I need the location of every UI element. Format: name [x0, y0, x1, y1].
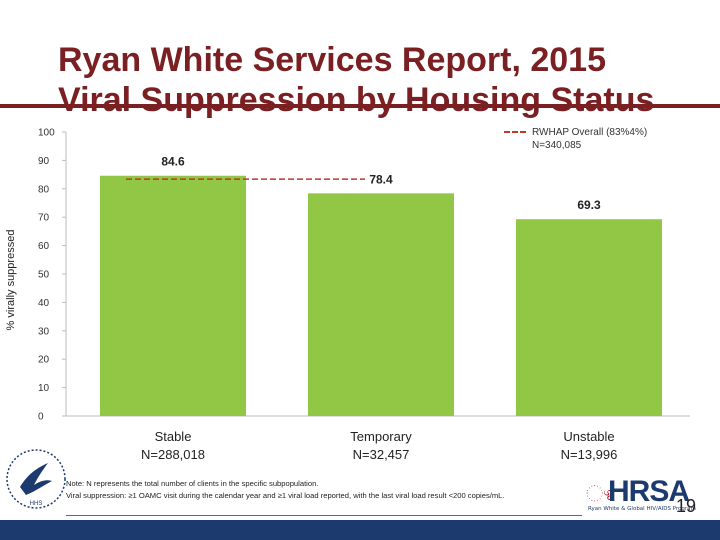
y-tick-label: 10 [38, 383, 50, 394]
hrsa-logo-subtitle: Ryan White & Global HIV/AIDS Program [588, 506, 696, 512]
title-line-2: Viral Suppression by Housing Status [58, 81, 655, 119]
legend-n: N=340,085 [532, 140, 582, 151]
y-tick-label: 40 [38, 298, 50, 309]
bar [100, 175, 246, 416]
x-tick-n-label: N=32,457 [353, 447, 410, 462]
y-tick-label: 90 [38, 156, 50, 167]
footer-band [0, 520, 720, 540]
red-ribbon-icon: ෳ [586, 482, 614, 507]
y-tick-label: 100 [38, 128, 55, 139]
hrsa-logo-text: HRSA [608, 475, 690, 508]
y-tick-label: 50 [38, 270, 50, 281]
x-tick-n-label: N=288,018 [141, 447, 205, 462]
x-tick-label: Unstable [563, 429, 614, 444]
legend-dashed-swatch [504, 131, 526, 134]
footnote: Note: N represents the total number of c… [66, 478, 586, 502]
bar-value-label: 78.4 [369, 172, 393, 186]
x-tick-label: Stable [155, 429, 192, 444]
bar [516, 219, 662, 416]
x-tick-label: Temporary [350, 429, 412, 444]
page-number: 19 [676, 496, 697, 516]
hhs-eagle-logo: HHS [6, 449, 66, 509]
footnote-line-2: Viral suppression: ≥1 OAMC visit during … [66, 491, 505, 500]
bar-value-label: 69.3 [577, 198, 601, 212]
y-tick-label: 80 [38, 184, 50, 195]
page-title: Ryan White Services Report, 2015 Viral S… [58, 40, 678, 120]
x-tick-n-label: N=13,996 [561, 447, 618, 462]
chart-legend: RWHAP Overall (83%4%) N=340,085 [504, 126, 704, 152]
title-line-1: Ryan White Services Report, 2015 [58, 41, 607, 79]
y-tick-label: 70 [38, 213, 50, 224]
y-tick-label: 60 [38, 241, 50, 252]
y-tick-label: 0 [38, 412, 44, 423]
hhs-logo-text: HHS [30, 501, 43, 507]
hrsa-logo: ෳ HRSA Ryan White & Global HIV/AIDS Prog… [584, 476, 716, 514]
title-divider [0, 104, 720, 108]
y-axis-label: % virally suppressed [5, 230, 17, 331]
y-tick-label: 30 [38, 326, 50, 337]
bar [308, 193, 454, 416]
footnote-line-1: Note: N represents the total number of c… [66, 479, 319, 488]
footnote-divider [66, 515, 582, 516]
legend-label: RWHAP Overall (83%4%) [532, 127, 648, 138]
bar-value-label: 84.6 [161, 155, 185, 169]
y-tick-label: 20 [38, 355, 50, 366]
